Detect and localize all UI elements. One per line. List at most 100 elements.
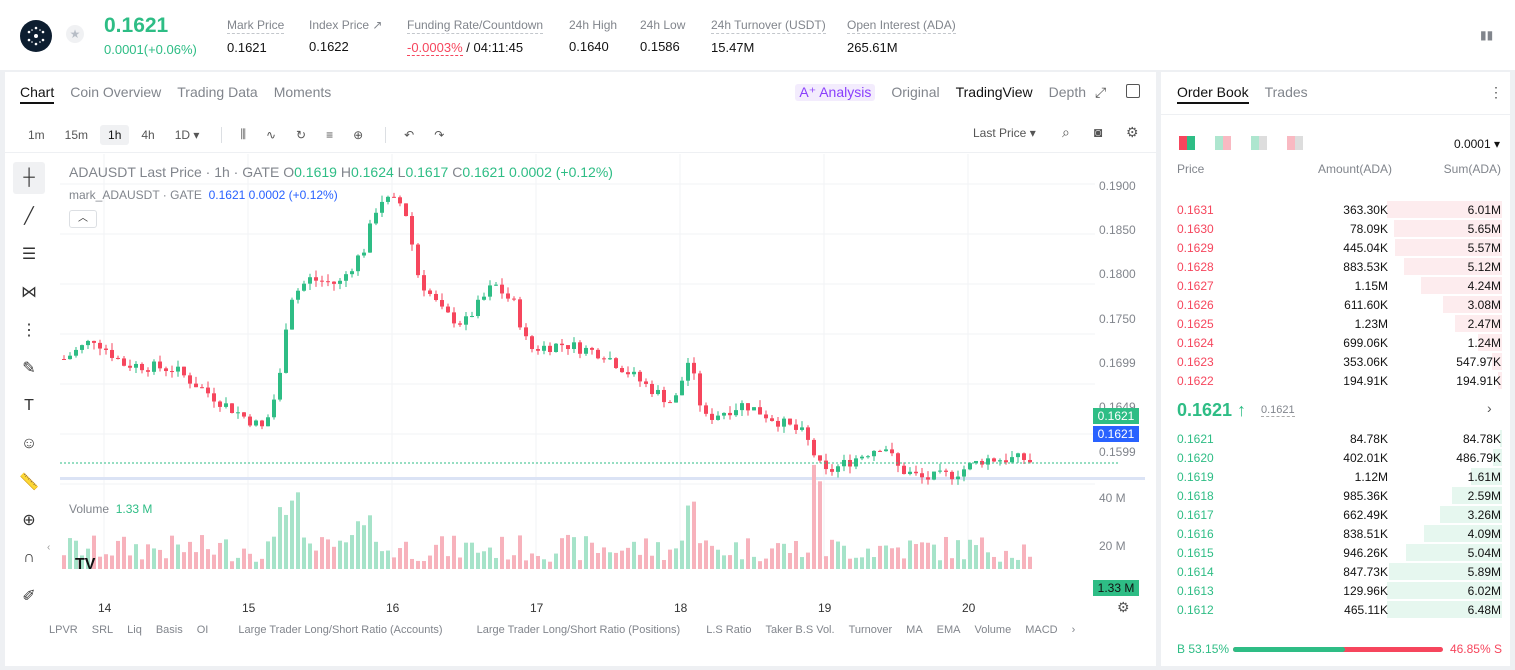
- y-tick: 0.1800: [1099, 267, 1136, 281]
- crosshair-icon[interactable]: ┼: [13, 162, 45, 194]
- ratio-bar: [1233, 647, 1443, 652]
- pencil-lock-icon[interactable]: ✐: [22, 588, 36, 605]
- tab-tradingview[interactable]: TradingView: [955, 84, 1033, 100]
- indicator-taker[interactable]: Taker B.S Vol.: [765, 624, 835, 636]
- ask-row[interactable]: 0.1623 353.06K 547.97K: [1177, 353, 1502, 370]
- horizontal-lines-icon[interactable]: ☰: [21, 246, 37, 263]
- chevron-right-icon[interactable]: ›: [1487, 400, 1492, 416]
- indicator-liq[interactable]: Liq: [127, 624, 142, 636]
- precision-select[interactable]: 0.0001 ▾: [1453, 137, 1500, 151]
- interval-4h[interactable]: 4h: [141, 127, 155, 142]
- bid-row[interactable]: 0.1621 84.78K 84.78K: [1177, 430, 1502, 447]
- tab-chart[interactable]: Chart: [20, 84, 55, 104]
- ask-row[interactable]: 0.1625 1.23M 2.47M: [1177, 315, 1502, 332]
- add-icon[interactable]: ⊕: [353, 127, 364, 142]
- expand-icon[interactable]: ⤢: [1095, 84, 1107, 100]
- y-tick: 0.1750: [1099, 312, 1136, 326]
- indicator-volume[interactable]: Volume: [974, 624, 1012, 636]
- indicator-macd[interactable]: MACD: [1025, 624, 1058, 636]
- ruler-icon[interactable]: 📏: [19, 474, 39, 491]
- bid-row[interactable]: 0.1615 946.26K 5.04M: [1177, 544, 1502, 561]
- ask-row[interactable]: 0.1631 363.30K 6.01M: [1177, 201, 1502, 218]
- tab-depth[interactable]: Depth: [1048, 84, 1086, 100]
- tab-trading-data[interactable]: Trading Data: [177, 84, 258, 100]
- interval-1h[interactable]: 1h: [100, 124, 130, 145]
- magnet-icon[interactable]: ∩: [23, 549, 35, 566]
- favorite-star-icon[interactable]: ★: [66, 25, 84, 43]
- ask-row[interactable]: 0.1624 699.06K 1.24M: [1177, 334, 1502, 351]
- indicator-oi[interactable]: OI: [196, 624, 209, 636]
- chevron-right-icon[interactable]: ›: [1071, 624, 1076, 636]
- interval-1d[interactable]: 1D ▾: [174, 127, 200, 142]
- price-type-select[interactable]: Last Price ▾: [973, 126, 1036, 140]
- bid-row[interactable]: 0.1617 662.49K 3.26M: [1177, 506, 1502, 523]
- indicator-lpvr[interactable]: LPVR: [49, 624, 78, 636]
- ask-row[interactable]: 0.1629 445.04K 5.57M: [1177, 239, 1502, 256]
- indicators-icon[interactable]: ∿: [265, 127, 277, 142]
- timezone-gear-icon[interactable]: ⚙: [1117, 599, 1130, 615]
- collapse-legend-button[interactable]: ︿: [69, 210, 97, 228]
- chart-tabs: Chart Coin Overview Trading Data Moments: [20, 84, 331, 104]
- bids-view-icon[interactable]: [1215, 136, 1231, 150]
- index-price-stat[interactable]: Index Price ↗ 0.1622: [309, 18, 383, 54]
- indicator-ema[interactable]: EMA: [936, 624, 961, 636]
- interval-1m[interactable]: 1m: [28, 127, 45, 142]
- undo-icon[interactable]: ↶: [404, 127, 415, 142]
- sell-view-icon[interactable]: [1287, 136, 1303, 150]
- zoom-in-icon[interactable]: ⊕: [22, 512, 36, 529]
- tab-trades[interactable]: Trades: [1264, 84, 1308, 100]
- templates-icon[interactable]: ≡: [326, 127, 334, 142]
- indicator-ma[interactable]: MA: [906, 624, 923, 636]
- window-icon[interactable]: [1126, 84, 1140, 98]
- bid-row[interactable]: 0.1620 402.01K 486.79K: [1177, 449, 1502, 466]
- tab-order-book[interactable]: Order Book: [1177, 84, 1249, 104]
- ticker-header: ★ 0.1621 0.0001(+0.06%) Mark Price 0.1621…: [0, 0, 1515, 70]
- bid-row[interactable]: 0.1614 847.73K 5.89M: [1177, 563, 1502, 580]
- buy-view-icon[interactable]: [1251, 136, 1267, 150]
- more-menu-icon[interactable]: ⋮: [1489, 84, 1503, 100]
- indicator-turnover[interactable]: Turnover: [848, 624, 893, 636]
- candle-type-icon[interactable]: ⫼: [240, 127, 246, 141]
- col-amount: Amount(ADA): [1317, 162, 1392, 176]
- x-tick: 15: [242, 601, 256, 615]
- redo-icon[interactable]: ↷: [434, 127, 445, 142]
- interval-15m[interactable]: 15m: [64, 127, 89, 142]
- replay-icon[interactable]: ↻: [296, 127, 307, 142]
- ask-row[interactable]: 0.1628 883.53K 5.12M: [1177, 258, 1502, 275]
- indicator-srl[interactable]: SRL: [91, 624, 114, 636]
- book-icon[interactable]: ▮▮: [1480, 28, 1494, 42]
- emoji-icon[interactable]: ☺: [20, 435, 38, 452]
- search-icon[interactable]: ⌕: [1062, 124, 1070, 140]
- ask-row[interactable]: 0.1622 194.91K 194.91K: [1177, 372, 1502, 389]
- indicator-lt-accounts[interactable]: Large Trader Long/Short Ratio (Accounts): [238, 624, 443, 636]
- price-change: 0.0001(+0.06%): [104, 42, 197, 57]
- text-tool-icon[interactable]: T: [24, 397, 34, 414]
- brush-icon[interactable]: ✎: [22, 360, 36, 377]
- tab-moments[interactable]: Moments: [273, 84, 332, 100]
- tab-ai-analysis[interactable]: A⁺ Analysis: [795, 84, 876, 101]
- tab-coin-overview[interactable]: Coin Overview: [70, 84, 162, 100]
- tab-original[interactable]: Original: [891, 84, 940, 100]
- bid-row[interactable]: 0.1612 465.11K 6.48M: [1177, 601, 1502, 618]
- camera-icon[interactable]: ◙: [1094, 124, 1103, 140]
- ask-row[interactable]: 0.1626 611.60K 3.08M: [1177, 296, 1502, 313]
- buy-ratio: B 53.15%: [1177, 642, 1230, 656]
- sell-ratio: 46.85% S: [1449, 642, 1502, 656]
- settings-gear-icon[interactable]: ⚙: [1126, 124, 1139, 140]
- fib-icon[interactable]: ⋮: [21, 322, 37, 339]
- col-price: Price: [1177, 162, 1205, 176]
- bid-row[interactable]: 0.1616 838.51K 4.09M: [1177, 525, 1502, 542]
- ask-row[interactable]: 0.1630 78.09K 5.65M: [1177, 220, 1502, 237]
- bid-row[interactable]: 0.1619 1.12M 1.61M: [1177, 468, 1502, 485]
- candlestick-chart[interactable]: [60, 154, 1145, 599]
- indicator-ls-ratio[interactable]: L.S Ratio: [706, 624, 752, 636]
- indicator-lt-positions[interactable]: Large Trader Long/Short Ratio (Positions…: [476, 624, 681, 636]
- pattern-icon[interactable]: ⋈: [21, 284, 37, 301]
- bid-row[interactable]: 0.1613 129.96K 6.02M: [1177, 582, 1502, 599]
- trend-line-icon[interactable]: ╱: [24, 208, 34, 225]
- both-view-icon[interactable]: [1179, 136, 1195, 150]
- bid-row[interactable]: 0.1618 985.36K 2.59M: [1177, 487, 1502, 504]
- scroll-left-icon[interactable]: ‹: [47, 542, 51, 553]
- ask-row[interactable]: 0.1627 1.15M 4.24M: [1177, 277, 1502, 294]
- indicator-basis[interactable]: Basis: [155, 624, 183, 636]
